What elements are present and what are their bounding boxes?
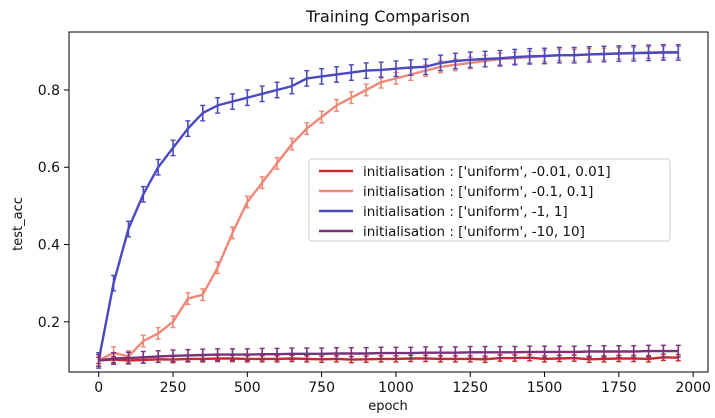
axes: 0 250 500 750 1000 1250 1500 1750 2000 0.2 0.4 0.6 0… (38, 31, 711, 396)
x-tick-label: 1250 (452, 380, 488, 396)
series-line (98, 356, 679, 362)
chart-title: Training Comparison (305, 7, 470, 26)
x-tick-label: 750 (308, 380, 335, 396)
plot-frame (68, 31, 709, 373)
legend-label: initialisation : ['uniform', -1, 1] (363, 204, 568, 220)
y-axis-label: test_acc (11, 197, 26, 251)
x-tick-label: 1750 (601, 380, 637, 396)
legend: initialisation : ['uniform', -0.01, 0.01… (308, 158, 671, 242)
y-tick-label: 0.4 (38, 238, 60, 254)
x-tick-label: 2000 (675, 380, 711, 396)
legend-label: initialisation : ['uniform', -10, 10] (363, 224, 585, 240)
x-tick-label: 1500 (527, 380, 563, 396)
y-tick-label: 0.8 (38, 83, 60, 99)
x-tick-label: 0 (94, 380, 103, 396)
plot-area (96, 44, 681, 369)
series-3 (96, 44, 681, 369)
x-tick-label: 250 (160, 380, 187, 396)
series-line (98, 349, 679, 362)
y-tick-label: 0.6 (38, 160, 60, 176)
legend-box (308, 158, 671, 242)
x-axis-label: epoch (368, 399, 408, 414)
legend-label: initialisation : ['uniform', -0.01, 0.01… (363, 164, 611, 180)
series-line (97, 51, 679, 361)
y-tick-label: 0.2 (38, 315, 60, 331)
legend-label: initialisation : ['uniform', -0.1, 0.1] (363, 184, 593, 200)
series-4 (96, 344, 681, 367)
x-tick-label: 1000 (378, 380, 414, 396)
x-tick-label: 500 (234, 380, 261, 396)
